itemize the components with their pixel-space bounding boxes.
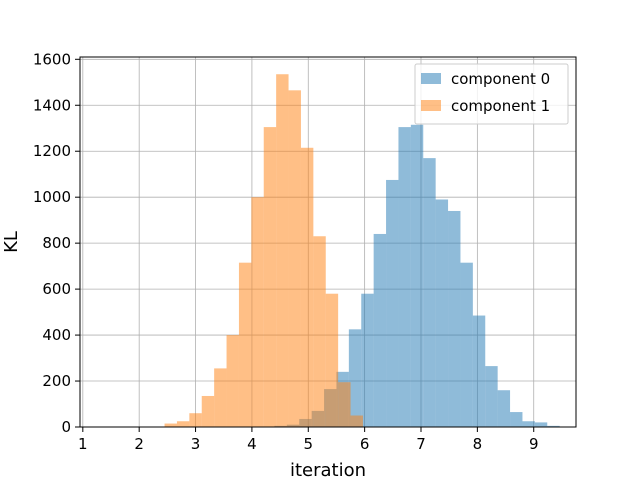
histogram-bar-component-1 (238, 262, 252, 427)
histogram-bar-component-0 (448, 210, 461, 427)
histogram-bar-component-0 (472, 315, 486, 427)
legend-swatch-component-0 (421, 73, 441, 84)
histogram-bar-component-1 (226, 335, 239, 427)
histogram-bar-component-0 (522, 421, 535, 427)
legend-box (414, 63, 569, 125)
histogram-bar-component-0 (398, 127, 411, 427)
x-tick-label: 2 (134, 435, 144, 453)
y-tick-label: 0 (61, 418, 71, 436)
histogram-bar-component-1 (325, 293, 339, 427)
axis-ticks: 1 2 3 4 5 6 7 8 9 0 200 400 600 800 1000 1200 1400 1600 (33, 50, 539, 453)
x-axis-label: iteration (290, 460, 366, 480)
y-tick-label: 1000 (33, 188, 71, 206)
histogram-bar-component-1 (288, 90, 301, 427)
histogram-bar-component-1 (189, 413, 202, 427)
histogram-bar-component-1 (300, 147, 314, 427)
histogram-bar-component-1 (201, 395, 215, 427)
histogram-bar-component-0 (497, 390, 511, 427)
x-tick-label: 4 (247, 435, 257, 453)
y-tick-label: 1200 (33, 142, 71, 160)
histogram-bar-component-0 (460, 262, 473, 427)
x-tick-label: 5 (303, 435, 313, 453)
x-tick-label: 8 (473, 435, 483, 453)
histogram-bar-component-0 (510, 412, 523, 427)
histogram-bar-component-1 (338, 382, 351, 427)
histogram-bar-component-0 (410, 124, 424, 427)
legend-label-component-0: component 0 (451, 70, 550, 88)
legend-label-component-1: component 1 (451, 97, 550, 115)
histogram-bar-component-1 (251, 197, 264, 427)
histogram-bar-component-1 (276, 74, 289, 427)
histogram-bar-component-1 (263, 127, 277, 427)
y-tick-label: 800 (42, 234, 71, 252)
histogram-bar-component-1 (313, 236, 326, 427)
y-tick-label: 1400 (33, 96, 71, 114)
x-tick-label: 7 (416, 435, 426, 453)
x-tick-label: 6 (360, 435, 370, 453)
y-axis-label: KL (1, 231, 22, 253)
histogram-bar-component-0 (423, 158, 436, 427)
legend: component 0 component 1 (414, 63, 569, 125)
y-tick-label: 600 (42, 280, 71, 298)
histogram-bar-component-0 (373, 233, 387, 427)
y-tick-label: 200 (42, 372, 71, 390)
y-tick-label: 1600 (33, 50, 71, 68)
x-tick-label: 3 (191, 435, 201, 453)
y-tick-label: 400 (42, 326, 71, 344)
x-tick-label: 1 (78, 435, 88, 453)
legend-swatch-component-1 (421, 100, 441, 111)
histogram-bar-component-1 (164, 423, 177, 427)
histogram-bar-component-0 (348, 329, 362, 427)
histogram-bar-component-0 (386, 179, 399, 427)
histogram-bar-component-1 (214, 368, 227, 427)
histogram-bar-component-0 (435, 199, 449, 427)
histogram-bar-component-0 (485, 366, 498, 427)
histogram-bar-component-1 (350, 415, 363, 427)
plot-frame (79, 56, 577, 428)
bars (164, 74, 560, 427)
histogram-bar-component-0 (547, 425, 560, 427)
x-tick-label: 9 (529, 435, 539, 453)
histogram-bar-component-1 (176, 421, 190, 427)
histogram-bar-component-0 (361, 293, 374, 427)
histogram-bar-component-0 (534, 422, 548, 427)
